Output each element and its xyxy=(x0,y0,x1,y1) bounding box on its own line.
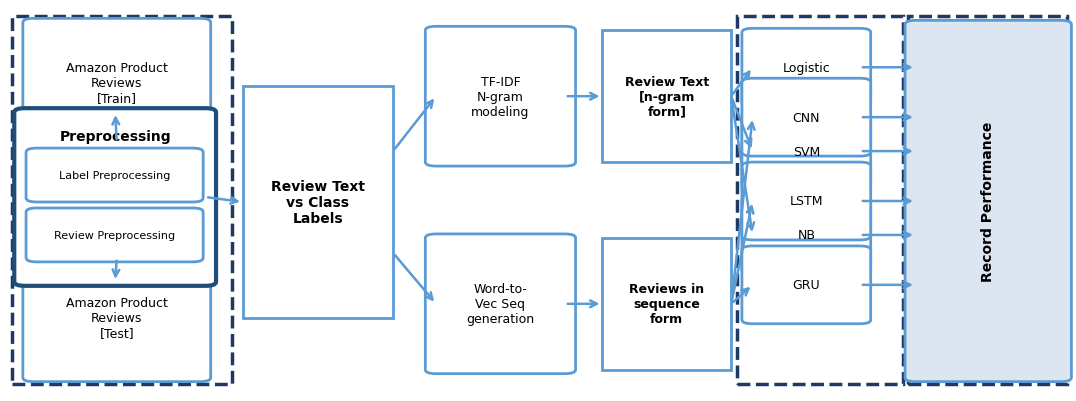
FancyBboxPatch shape xyxy=(742,196,870,274)
FancyBboxPatch shape xyxy=(742,113,870,190)
FancyBboxPatch shape xyxy=(26,209,203,262)
FancyBboxPatch shape xyxy=(742,163,870,240)
Text: Label Preprocessing: Label Preprocessing xyxy=(59,170,170,180)
Text: SVM: SVM xyxy=(793,145,820,158)
Text: Preprocessing: Preprocessing xyxy=(59,130,171,144)
Text: Word-to-
Vec Seq
generation: Word-to- Vec Seq generation xyxy=(466,283,535,326)
Text: GRU: GRU xyxy=(793,279,820,292)
Text: Review Text
[n-gram
form]: Review Text [n-gram form] xyxy=(625,75,709,118)
Text: NB: NB xyxy=(797,229,816,242)
Bar xyxy=(603,31,732,163)
Text: Review Text
vs Class
Labels: Review Text vs Class Labels xyxy=(271,179,365,226)
Bar xyxy=(737,17,903,384)
Text: CNN: CNN xyxy=(793,111,820,124)
Text: Reviews in
sequence
form: Reviews in sequence form xyxy=(629,283,705,326)
FancyBboxPatch shape xyxy=(742,29,870,107)
FancyBboxPatch shape xyxy=(26,149,203,203)
FancyBboxPatch shape xyxy=(425,234,576,374)
FancyBboxPatch shape xyxy=(905,21,1072,382)
Text: Review Preprocessing: Review Preprocessing xyxy=(54,230,175,240)
Bar xyxy=(12,17,232,384)
FancyBboxPatch shape xyxy=(14,109,216,286)
Bar xyxy=(603,238,732,370)
FancyBboxPatch shape xyxy=(23,19,211,147)
Text: Amazon Product
Reviews
[Test]: Amazon Product Reviews [Test] xyxy=(66,296,168,339)
Text: Amazon Product
Reviews
[Train]: Amazon Product Reviews [Train] xyxy=(66,62,168,105)
FancyBboxPatch shape xyxy=(742,79,870,157)
Text: Logistic: Logistic xyxy=(782,62,831,75)
FancyBboxPatch shape xyxy=(23,254,211,382)
FancyBboxPatch shape xyxy=(425,27,576,167)
Bar xyxy=(908,17,1067,384)
FancyBboxPatch shape xyxy=(742,246,870,324)
Text: TF-IDF
N-gram
modeling: TF-IDF N-gram modeling xyxy=(471,75,529,118)
Bar xyxy=(243,87,393,318)
Text: LSTM: LSTM xyxy=(790,195,823,208)
Text: Record Performance: Record Performance xyxy=(981,122,995,282)
